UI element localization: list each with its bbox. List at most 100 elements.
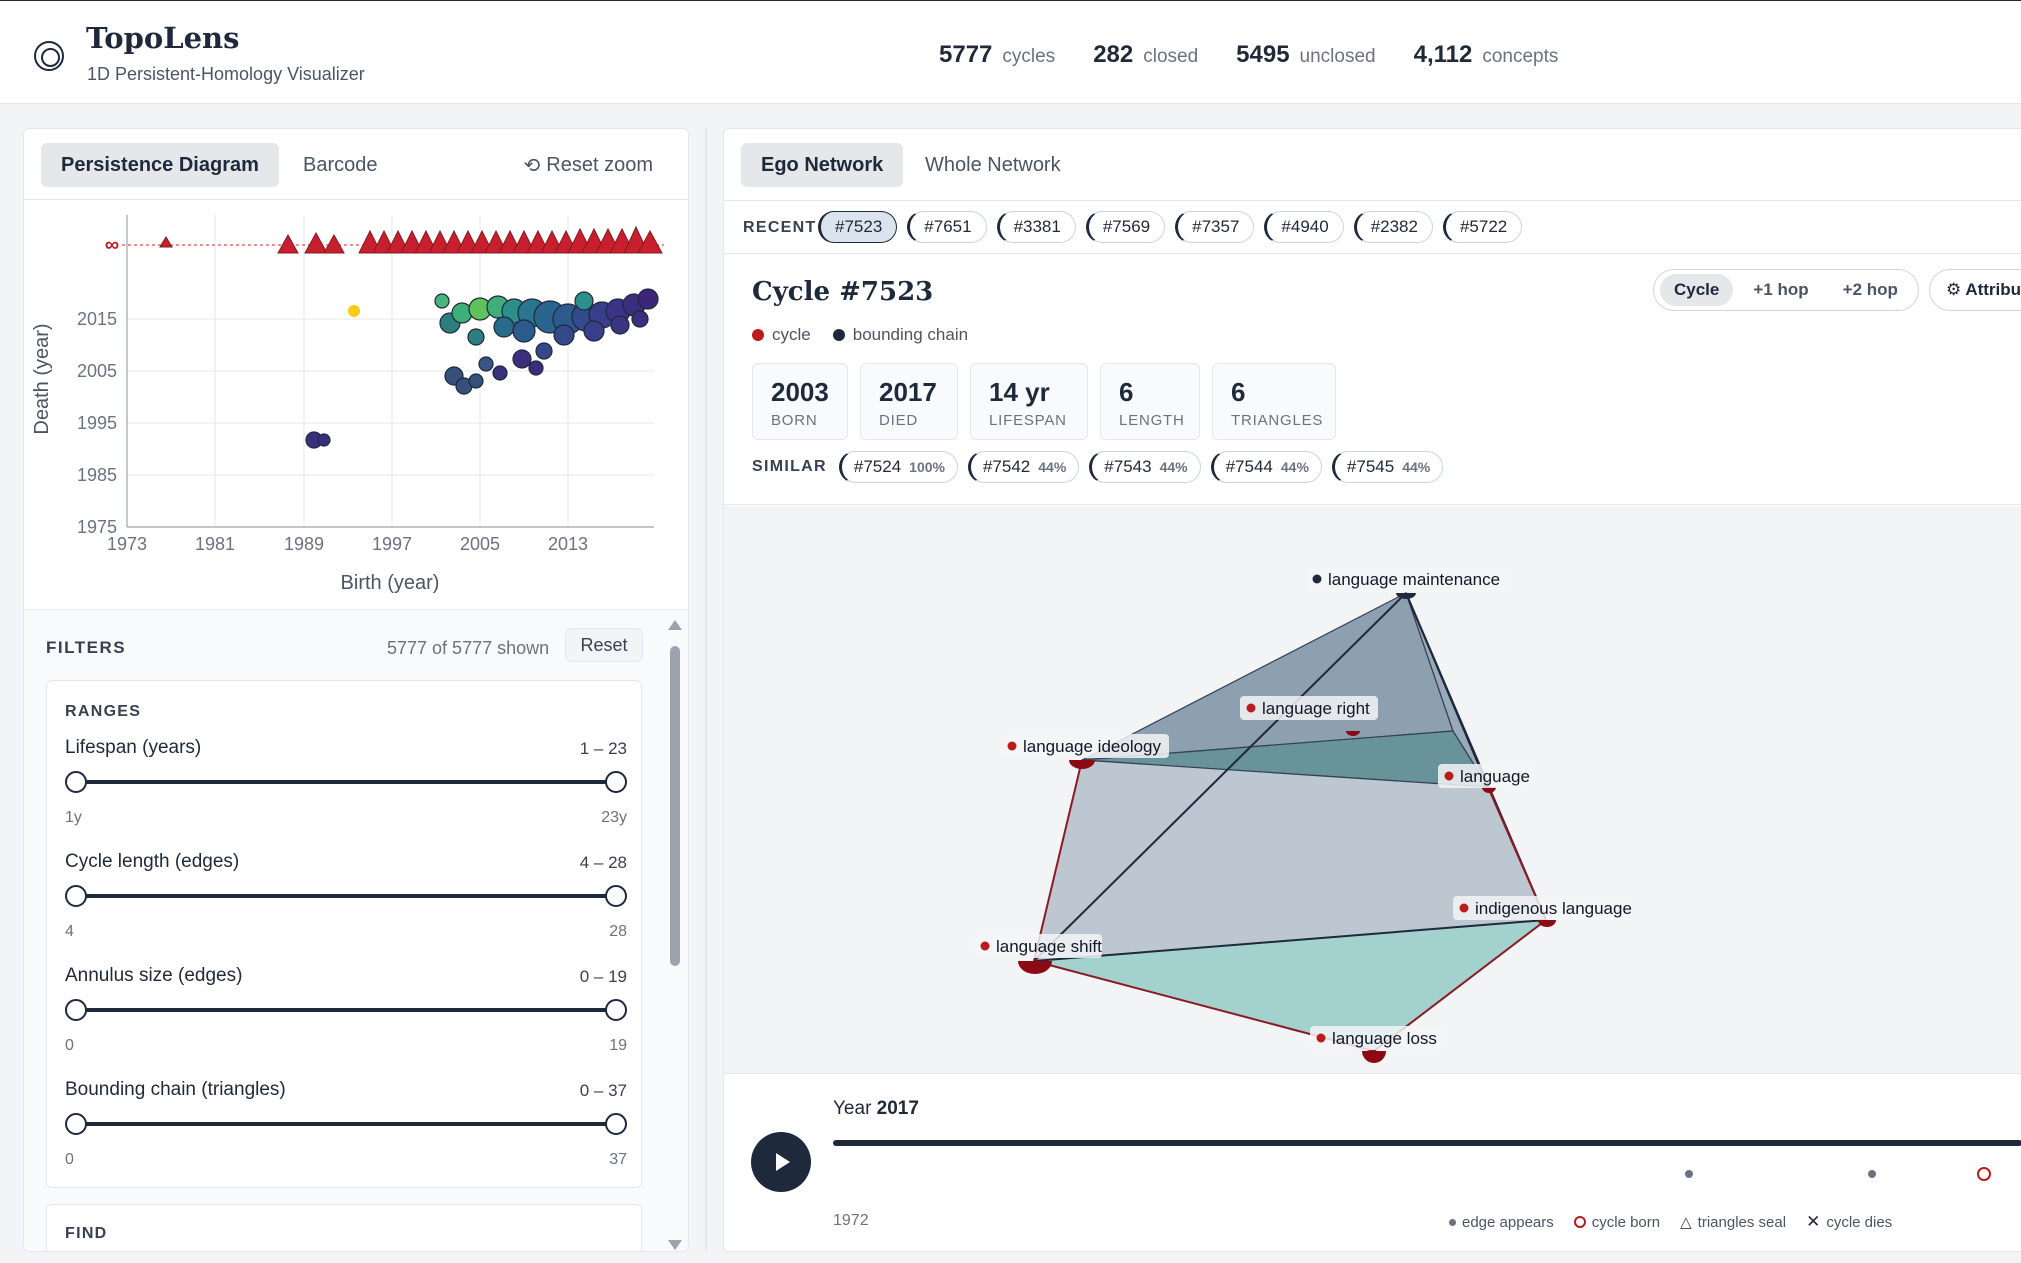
x-tick: 2005 bbox=[460, 534, 500, 554]
node-indigenous-language[interactable]: indigenous language bbox=[1453, 896, 1633, 920]
range-max-handle[interactable] bbox=[605, 771, 627, 793]
find-title: FIND bbox=[65, 1225, 108, 1242]
tab-ego-network[interactable]: Ego Network bbox=[741, 143, 904, 187]
infinity-label: ∞ bbox=[105, 234, 119, 256]
svg-text:language loss: language loss bbox=[1332, 1029, 1437, 1048]
app-subtitle: 1D Persistent-Homology Visualizer bbox=[87, 64, 365, 84]
edge-appears-marker bbox=[1868, 1170, 1876, 1178]
recent-chip[interactable]: #7651 bbox=[907, 211, 987, 243]
attributes-button[interactable]: ⚙ Attribu bbox=[1929, 269, 2021, 311]
hop-toggle: Cycle +1 hop +2 hop bbox=[1653, 269, 1919, 311]
node-language-loss[interactable]: language loss bbox=[1310, 1026, 1444, 1050]
y-tick: 2015 bbox=[77, 309, 117, 329]
stats-bar: 5777 cycles 282 closed 5495 unclosed 4,112 c… bbox=[939, 41, 1558, 69]
y-axis-label: Death (year) bbox=[31, 323, 53, 434]
svg-text:indigenous language: indigenous language bbox=[1475, 899, 1632, 918]
play-button[interactable] bbox=[751, 1132, 811, 1192]
tabs-divider bbox=[24, 199, 688, 200]
tab-persistence-diagram[interactable]: Persistence Diagram bbox=[41, 143, 279, 187]
recent-chips: #7523 #7651 #3381 #7569 #7357 #4940 #238… bbox=[818, 211, 1523, 243]
top-bar: TopoLens 1D Persistent-Homology Visualiz… bbox=[0, 0, 2021, 104]
y-tick: 1985 bbox=[77, 465, 117, 485]
hop-cycle-button[interactable]: Cycle bbox=[1660, 274, 1734, 306]
panel-divider[interactable] bbox=[705, 128, 707, 1252]
ranges-title: RANGES bbox=[65, 703, 142, 720]
range-track[interactable] bbox=[75, 1122, 617, 1126]
x-tick: 1989 bbox=[284, 534, 324, 554]
range-max-handle[interactable] bbox=[605, 1113, 627, 1135]
range-min-handle[interactable] bbox=[65, 1113, 87, 1135]
legend-cycle: cycle bbox=[752, 325, 811, 345]
recent-label: RECENT bbox=[743, 219, 817, 236]
recent-chip[interactable]: #3381 bbox=[996, 211, 1076, 243]
stat-concepts: 4,112 concepts bbox=[1413, 41, 1559, 68]
tab-barcode[interactable]: Barcode bbox=[303, 153, 378, 176]
right-panel: Ego Network Whole Network RECENT #7523 #… bbox=[723, 128, 2021, 1252]
right-tabs: Ego Network Whole Network bbox=[741, 143, 1341, 187]
range-min-handle[interactable] bbox=[65, 771, 87, 793]
cycle-legend: cycle bounding chain bbox=[752, 325, 968, 345]
x-tick: 1981 bbox=[195, 534, 235, 554]
recent-chip[interactable]: #7569 bbox=[1085, 211, 1166, 243]
reset-zoom-button[interactable]: ⟲ Reset zoom bbox=[523, 154, 653, 177]
ego-network-graph[interactable]: language maintenance language right lang… bbox=[724, 506, 2021, 1073]
range-max-handle[interactable] bbox=[605, 999, 627, 1021]
recent-chip[interactable]: #2382 bbox=[1353, 211, 1433, 243]
cycle-dot-icon bbox=[752, 329, 764, 341]
x-tick: 1973 bbox=[107, 534, 147, 554]
range-max-handle[interactable] bbox=[605, 885, 627, 907]
node-language-maintenance[interactable]: language maintenance bbox=[1306, 568, 1506, 592]
range-min-handle[interactable] bbox=[65, 885, 87, 907]
similar-chip[interactable]: #7524 100% bbox=[838, 451, 958, 483]
node-language[interactable]: language bbox=[1438, 764, 1534, 788]
x-tick: 1997 bbox=[372, 534, 412, 554]
recent-chip[interactable]: #7357 bbox=[1175, 211, 1255, 243]
tab-whole-network[interactable]: Whole Network bbox=[925, 153, 1061, 176]
similar-chip[interactable]: #7545 44% bbox=[1331, 451, 1444, 483]
ranges-card: RANGES Lifespan (years) 1 – 23 1y 23y Cy… bbox=[46, 680, 642, 1188]
range-min-handle[interactable] bbox=[65, 999, 87, 1021]
scroll-down-arrow[interactable] bbox=[668, 1240, 682, 1250]
timeline: Year 2017 1972 edge appears cycle born △… bbox=[724, 1073, 2021, 1251]
x-tick: 2013 bbox=[548, 534, 588, 554]
recent-chip[interactable]: #4940 bbox=[1264, 211, 1344, 243]
legend-edge-appears: edge appears bbox=[1449, 1214, 1554, 1231]
stat-cycles: 5777 cycles bbox=[939, 41, 1056, 68]
recent-chip[interactable]: #5722 bbox=[1442, 211, 1523, 243]
network-svg[interactable]: language maintenance language right lang… bbox=[724, 506, 2021, 1073]
persistence-diagram[interactable]: ∞ 1973 1981 1989 1997 2005 2013 2015 200… bbox=[24, 201, 689, 609]
filters-scrollbar[interactable] bbox=[668, 620, 682, 1250]
hop-2-button[interactable]: +2 hop bbox=[1842, 280, 1898, 299]
range-track[interactable] bbox=[75, 780, 617, 784]
range-track[interactable] bbox=[75, 1008, 617, 1012]
similar-chip[interactable]: #7543 44% bbox=[1089, 451, 1201, 483]
similar-label: SIMILAR bbox=[752, 458, 827, 475]
closed-markers bbox=[305, 288, 659, 449]
similar-chip[interactable]: #7544 44% bbox=[1210, 451, 1322, 483]
ring-icon bbox=[1573, 1216, 1586, 1228]
timeline-slider[interactable] bbox=[833, 1140, 2021, 1146]
svg-text:language right: language right bbox=[1262, 699, 1370, 718]
recent-chip[interactable]: #7523 bbox=[818, 211, 898, 243]
node-language-right[interactable]: language right bbox=[1240, 696, 1378, 720]
scroll-up-arrow[interactable] bbox=[668, 620, 682, 630]
edge-appears-marker bbox=[1685, 1170, 1693, 1178]
x-axis-label: Birth (year) bbox=[341, 572, 440, 594]
node-language-shift[interactable]: language shift bbox=[974, 934, 1102, 958]
find-card: FIND bbox=[46, 1204, 642, 1251]
similar-row: SIMILAR #7524 100% #7542 44% #7543 44% #754… bbox=[752, 451, 1444, 483]
range-track[interactable] bbox=[75, 894, 617, 898]
similar-chip[interactable]: #7542 44% bbox=[967, 451, 1080, 483]
y-tick: 2005 bbox=[77, 361, 117, 381]
left-tabs: Persistence Diagram Barcode ⟲ Reset zoom bbox=[41, 143, 671, 187]
dot-icon bbox=[1449, 1218, 1456, 1226]
svg-text:language maintenance: language maintenance bbox=[1328, 570, 1500, 589]
scroll-thumb[interactable] bbox=[670, 646, 680, 966]
persistence-svg[interactable]: ∞ 1973 1981 1989 1997 2005 2013 2015 200… bbox=[24, 201, 689, 609]
chain-dot-icon bbox=[832, 329, 845, 341]
legend-bounding-chain: bounding chain bbox=[832, 325, 968, 345]
node-language-ideology[interactable]: language ideology bbox=[1001, 734, 1169, 758]
svg-text:language shift: language shift bbox=[996, 937, 1102, 956]
hop-1-button[interactable]: +1 hop bbox=[1753, 280, 1809, 299]
filters-reset-button[interactable]: Reset bbox=[565, 628, 643, 662]
